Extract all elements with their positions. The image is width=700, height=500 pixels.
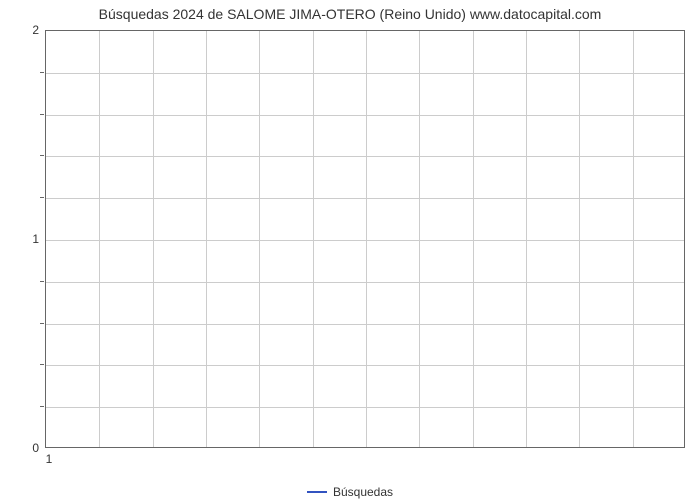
gridline-horizontal xyxy=(46,156,684,157)
legend-label: Búsquedas xyxy=(333,485,393,499)
legend-swatch xyxy=(307,491,327,493)
gridline-vertical xyxy=(206,31,207,447)
y-minor-tick xyxy=(40,114,44,115)
gridline-horizontal xyxy=(46,73,684,74)
y-tick-label: 0 xyxy=(19,441,39,455)
gridline-horizontal xyxy=(46,198,684,199)
gridline-vertical xyxy=(153,31,154,447)
chart-container: Búsquedas 2024 de SALOME JIMA-OTERO (Rei… xyxy=(0,0,700,500)
gridline-horizontal xyxy=(46,240,684,241)
gridline-vertical xyxy=(579,31,580,447)
y-minor-tick xyxy=(40,72,44,73)
gridline-horizontal xyxy=(46,365,684,366)
y-minor-tick xyxy=(40,406,44,407)
gridline-horizontal xyxy=(46,282,684,283)
chart-title: Búsquedas 2024 de SALOME JIMA-OTERO (Rei… xyxy=(0,6,700,22)
gridline-vertical xyxy=(99,31,100,447)
y-minor-tick xyxy=(40,364,44,365)
y-tick-label: 2 xyxy=(19,23,39,37)
x-tick-label: 1 xyxy=(46,452,53,466)
gridline-vertical xyxy=(259,31,260,447)
y-minor-tick xyxy=(40,197,44,198)
gridline-horizontal xyxy=(46,115,684,116)
gridline-vertical xyxy=(633,31,634,447)
gridline-vertical xyxy=(473,31,474,447)
gridline-vertical xyxy=(366,31,367,447)
plot-area xyxy=(45,30,685,448)
y-minor-tick xyxy=(40,281,44,282)
gridline-vertical xyxy=(526,31,527,447)
legend: Búsquedas xyxy=(0,480,700,499)
gridline-vertical xyxy=(313,31,314,447)
y-minor-tick xyxy=(40,155,44,156)
gridline-vertical xyxy=(419,31,420,447)
y-tick-label: 1 xyxy=(19,232,39,246)
y-minor-tick xyxy=(40,323,44,324)
gridline-horizontal xyxy=(46,407,684,408)
gridline-horizontal xyxy=(46,324,684,325)
